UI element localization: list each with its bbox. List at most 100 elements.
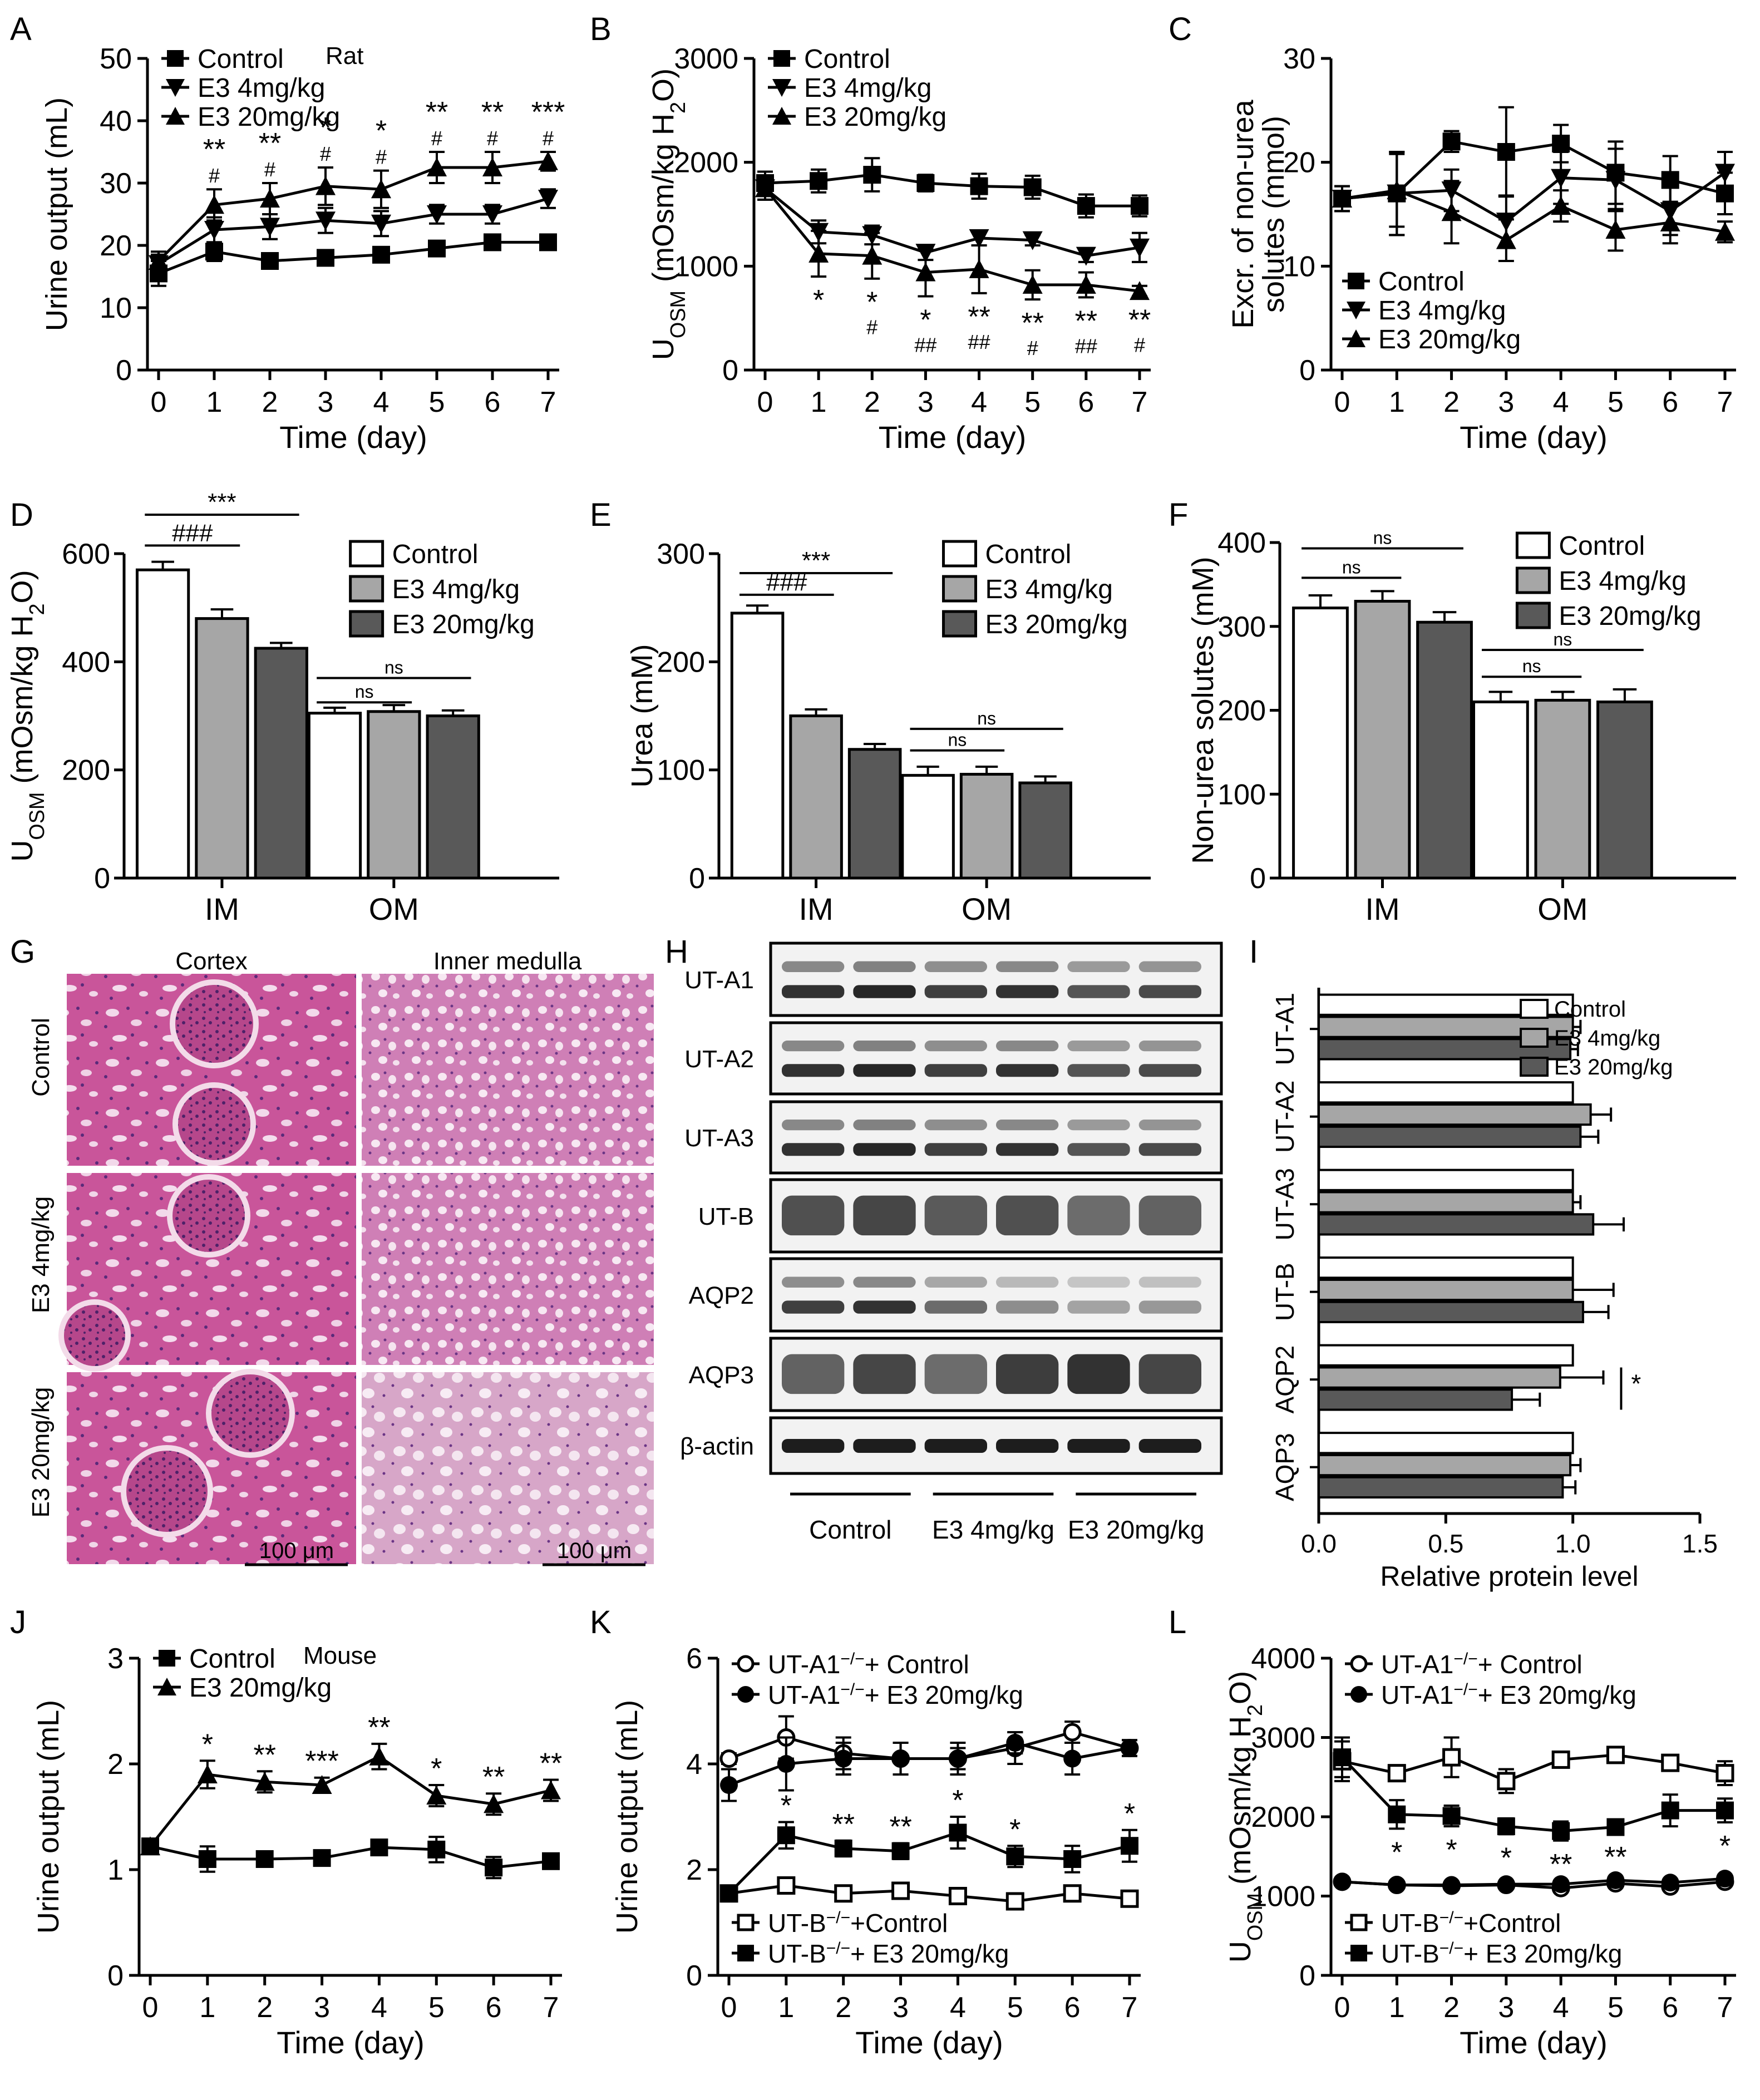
data-point — [1605, 220, 1626, 239]
blot-band — [924, 1439, 987, 1453]
data-point — [949, 1823, 967, 1842]
series-line — [150, 1845, 551, 1869]
x-tick-label: 7 — [1132, 386, 1148, 418]
legend-label: E3 4mg/kg — [198, 73, 325, 103]
data-point — [834, 1884, 853, 1903]
data-point — [755, 178, 775, 198]
legend-marker — [166, 79, 185, 97]
bar — [1596, 700, 1653, 880]
legend-marker — [1348, 273, 1364, 289]
significance-label: ** — [1550, 1848, 1572, 1881]
y-tick-label: 200 — [657, 646, 705, 678]
blot-band — [1067, 1276, 1130, 1288]
data-point — [205, 243, 223, 261]
blot-band — [924, 1300, 987, 1314]
significance-label: * — [1501, 1842, 1512, 1874]
data-point — [1497, 1875, 1515, 1894]
data-point — [777, 1876, 796, 1895]
blot-row-label: β-actin — [680, 1433, 754, 1460]
legend-label: E3 4mg/kg — [804, 73, 931, 103]
y-tick-label: 2 — [686, 1854, 702, 1886]
y-axis-label: Non-urea solutes (mM) — [1186, 556, 1220, 864]
blot-band — [996, 1120, 1059, 1131]
data-point — [1551, 1750, 1570, 1769]
data-point — [427, 157, 447, 176]
y-tick-label: 0 — [689, 862, 705, 895]
panel-j-label: J — [10, 1604, 26, 1640]
blot-band — [1138, 1120, 1201, 1131]
y-tick-label: 4 — [686, 1748, 702, 1781]
y-axis-label-sub: 2 — [667, 102, 690, 114]
legend-label: Control — [392, 540, 479, 569]
y-tick-label: 20 — [1283, 147, 1315, 179]
blot-band — [853, 1041, 916, 1052]
significance-label: # — [866, 316, 877, 339]
y-axis-label-sub: OSM — [1244, 1893, 1267, 1941]
x-tick-label: 0.5 — [1428, 1529, 1463, 1558]
bar — [1318, 1103, 1592, 1126]
legend-label: UT-B−/−+Control — [1381, 1909, 1561, 1938]
legend-treatment: + E3 20mg/kg — [850, 1939, 1009, 1968]
x-axis-label: Time (day) — [277, 2025, 425, 2060]
legend-gene: UT-B — [768, 1909, 826, 1938]
legend-label: UT-B−/−+Control — [768, 1909, 948, 1938]
legend-treatment: + E3 20mg/kg — [865, 1680, 1023, 1709]
y-tick-label: 100 — [657, 755, 705, 787]
data-point — [891, 1881, 910, 1900]
y-tick-label: UT-A3 — [1270, 1168, 1299, 1240]
y-axis-label: Excr. of non-urea — [1226, 99, 1260, 328]
panel-h-label: H — [665, 934, 688, 970]
blot-group-label: Control — [809, 1515, 891, 1544]
y-tick-label: 30 — [100, 167, 132, 200]
y-tick-label: 6 — [686, 1643, 702, 1675]
significance-label: * — [1009, 1813, 1020, 1846]
x-tick-label: 3 — [893, 1991, 909, 2024]
x-tick-label: 3 — [318, 386, 334, 418]
panel-g-label: G — [10, 934, 35, 970]
data-point — [315, 211, 336, 231]
data-point — [482, 157, 502, 176]
panel-g: G Cortex Inner medulla Control E3 4mg/kg… — [10, 934, 654, 1566]
series-line — [1341, 1756, 1725, 1833]
data-point — [1130, 238, 1150, 258]
x-tick-label: 1.0 — [1555, 1529, 1591, 1558]
y-tick-label: 0 — [722, 354, 738, 387]
row-title-e3-4: E3 4mg/kg — [27, 1196, 55, 1313]
significance-label: # — [1134, 333, 1145, 356]
blot-band — [782, 1041, 845, 1052]
y-tick-label: 1 — [107, 1854, 124, 1886]
legend-treatment: + E3 20mg/kg — [1478, 1680, 1636, 1709]
blot-row-label: AQP3 — [689, 1362, 754, 1389]
blot-band — [782, 1195, 845, 1236]
y-axis-label: solutes (mmol) — [1257, 116, 1290, 313]
legend-superscript: −/− — [1453, 1650, 1477, 1668]
legend-marker — [737, 1686, 754, 1703]
blot-band — [1138, 1439, 1201, 1453]
data-point — [204, 195, 224, 214]
legend-marker — [159, 1650, 175, 1667]
legend-marker — [1350, 1655, 1368, 1673]
data-point — [969, 229, 989, 248]
significance-label: # — [431, 127, 442, 150]
significance-label: ** — [889, 1811, 911, 1843]
blot-band — [996, 1439, 1059, 1453]
data-point — [1333, 1748, 1351, 1767]
data-point — [719, 1749, 738, 1768]
x-tick-label: 0 — [151, 386, 167, 418]
x-tick-label: 1 — [1389, 386, 1405, 418]
data-point — [1063, 1723, 1082, 1742]
data-point — [149, 251, 169, 270]
legend-superscript: −/− — [826, 1939, 850, 1958]
row-title-control: Control — [27, 1018, 55, 1097]
x-tick-label: OM — [1537, 891, 1588, 926]
data-point — [1552, 1822, 1570, 1840]
x-tick-label: 7 — [1122, 1991, 1138, 2024]
col-title-inner-medulla: Inner medulla — [433, 948, 582, 975]
blot-row-label: UT-A2 — [684, 1046, 754, 1073]
blot-band — [996, 1143, 1059, 1156]
x-axis-label: Time (day) — [855, 2025, 1003, 2060]
significance-label: *** — [305, 1746, 339, 1778]
significance-label: * — [1391, 1836, 1402, 1869]
data-point — [970, 177, 988, 195]
